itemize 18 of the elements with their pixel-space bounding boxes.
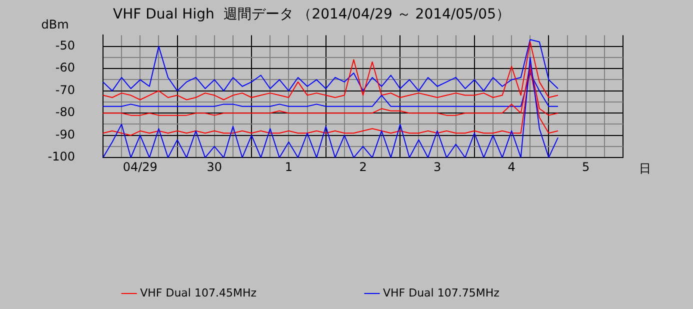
- y-tick-label: -50: [55, 38, 75, 52]
- x-axis-title: 日: [639, 162, 651, 176]
- x-tick-label: 04/29: [122, 160, 158, 174]
- y-tick-label: -100: [48, 150, 75, 164]
- x-tick-label: 2: [359, 160, 367, 174]
- y-tick-label: -70: [55, 82, 75, 97]
- x-tick-label: 5: [582, 160, 590, 174]
- y-tick-label: -90: [55, 127, 75, 142]
- legend-label: VHF Dual 107.75MHz: [383, 286, 500, 300]
- y-tick-label: -80: [55, 105, 75, 120]
- x-tick-label: 30: [206, 160, 222, 174]
- y-axis-title: dBm: [41, 17, 69, 32]
- x-tick-label: 3: [433, 160, 442, 174]
- x-tick-label: 1: [284, 160, 293, 174]
- chart-title: VHF Dual High 週間データ （2014/04/29 ～ 2014/05/05）: [113, 6, 510, 22]
- y-tick-label: -60: [55, 60, 75, 75]
- legend-label: VHF Dual 107.45MHz: [140, 286, 257, 300]
- x-tick-label: 4: [508, 160, 516, 174]
